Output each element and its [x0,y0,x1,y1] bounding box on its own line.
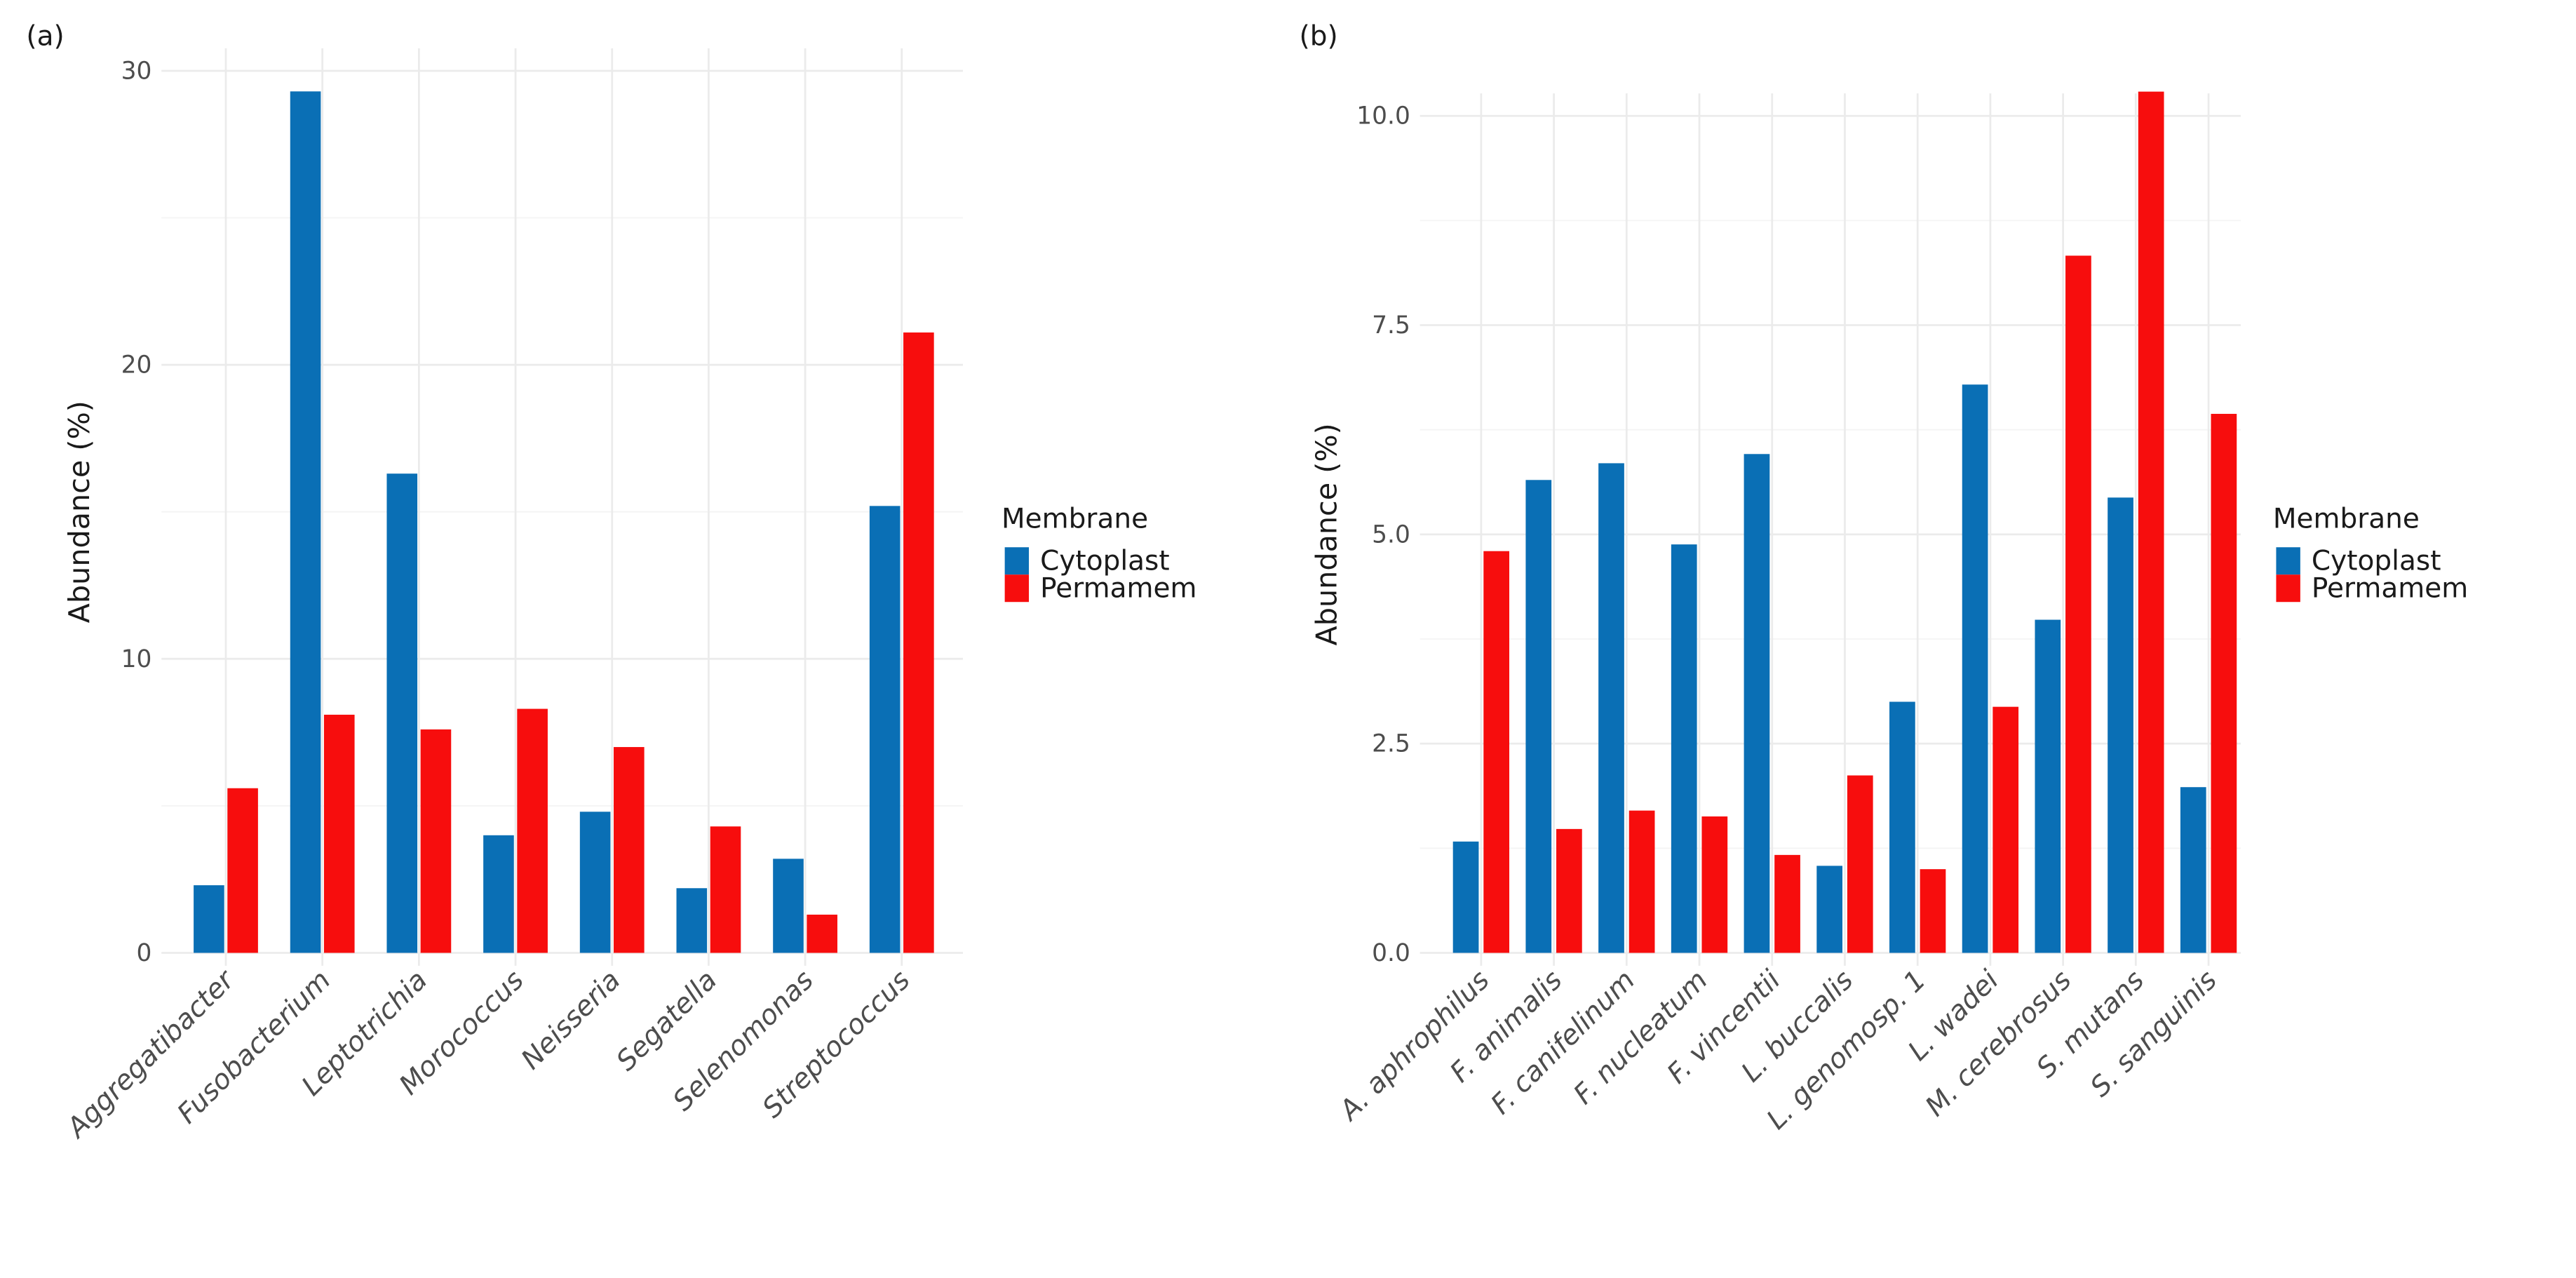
bar-permamem [807,914,837,953]
legend-title: Membrane [2273,504,2420,535]
bar-cytoplast [386,473,418,953]
y-tick-label: 30 [121,57,152,85]
legend-label: Cytoplast [2312,545,2441,577]
bar-cytoplast [676,888,708,953]
bar-permamem [1701,816,1728,953]
bar-cytoplast [2108,497,2133,953]
bar-cytoplast [1816,866,1843,953]
y-tick-label: 7.5 [1372,311,1410,339]
panel-label: (a) [26,20,64,52]
legend-swatch-cytoplast [2276,547,2300,575]
bar-cytoplast [290,91,321,953]
bar-permamem [1847,775,1873,953]
y-tick-label: 2.5 [1372,730,1410,758]
bar-permamem [2138,91,2164,953]
y-tick-label: 5.0 [1372,520,1410,549]
bar-permamem [1628,810,1655,953]
bar-cytoplast [2180,787,2206,953]
y-tick-label: 0 [137,939,152,967]
y-axis-label: Abundance (%) [1309,423,1343,645]
bar-cytoplast [1525,480,1552,953]
bar-cytoplast [579,812,611,953]
bar-cytoplast [773,859,804,953]
bar-permamem [1920,869,1946,953]
bar-cytoplast [194,885,224,953]
bar-permamem [710,826,741,953]
bar-permamem [1483,551,1510,953]
bar-permamem [517,708,548,953]
panel-a: (a)0102030AggregatibacterFusobacteriumLe… [26,20,1196,1145]
legend-swatch-permamem [1004,574,1030,603]
legend-label: Cytoplast [1040,545,1170,577]
y-axis-label: Abundance (%) [62,401,96,623]
bar-cytoplast [869,506,901,953]
legend-title: Membrane [1002,504,1148,535]
bar-permamem [903,332,934,953]
bar-permamem [1992,706,2019,953]
legend-swatch-cytoplast [1004,547,1030,575]
bar-cytoplast [1962,384,1988,953]
bar-permamem [227,788,258,953]
bar-cytoplast [483,835,514,953]
bar-cytoplast [1671,544,1697,953]
bar-permamem [1556,828,1582,953]
bar-cytoplast [1744,454,1770,953]
legend-label: Permamem [2312,572,2468,604]
legend-label: Permamem [1040,572,1196,604]
bar-permamem [323,714,355,953]
bar-permamem [420,729,452,953]
legend-swatch-permamem [2276,574,2300,603]
bar-cytoplast [2035,619,2061,953]
y-tick-label: 10.0 [1356,102,1410,130]
bar-cytoplast [1598,463,1624,953]
bar-permamem [614,747,645,953]
bar-permamem [1774,854,1800,953]
x-tick-label: Neisseria [515,964,627,1076]
y-tick-label: 10 [121,645,152,673]
x-tick-label: S. sanguinis [2084,964,2223,1103]
bar-cytoplast [1889,701,1915,953]
x-tick-label: Aggregatibacter [60,963,242,1145]
y-tick-label: 20 [121,351,152,379]
y-tick-label: 0.0 [1372,939,1410,967]
bar-permamem [2211,414,2237,953]
panel-label: (b) [1300,20,1338,52]
bar-permamem [2065,255,2091,953]
bar-cytoplast [1452,841,1479,953]
